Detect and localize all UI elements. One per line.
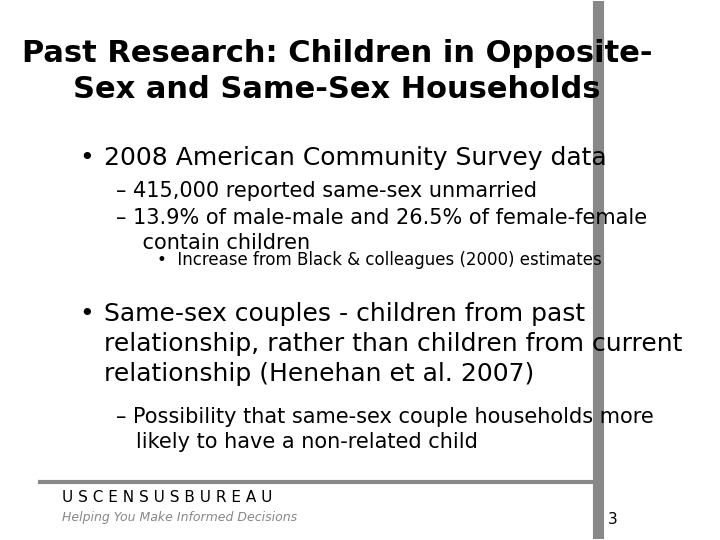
Text: •: •: [80, 146, 94, 171]
Text: U S C E N S U S B U R E A U: U S C E N S U S B U R E A U: [62, 490, 272, 505]
Text: – 13.9% of male-male and 26.5% of female-female
    contain children: – 13.9% of male-male and 26.5% of female…: [115, 208, 647, 253]
Text: 3: 3: [608, 512, 618, 526]
Text: Past Research: Children in Opposite-
Sex and Same-Sex Households: Past Research: Children in Opposite- Sex…: [22, 39, 652, 104]
Text: •: •: [80, 302, 94, 326]
Text: – Possibility that same-sex couple households more
   likely to have a non-relat: – Possibility that same-sex couple house…: [115, 407, 653, 452]
Text: – 415,000 reported same-sex unmarried: – 415,000 reported same-sex unmarried: [115, 181, 536, 201]
Text: Helping You Make Informed Decisions: Helping You Make Informed Decisions: [62, 511, 297, 524]
Text: •  Increase from Black & colleagues (2000) estimates: • Increase from Black & colleagues (2000…: [158, 251, 602, 269]
Text: Same-sex couples - children from past
relationship, rather than children from cu: Same-sex couples - children from past re…: [104, 302, 682, 386]
Text: 2008 American Community Survey data: 2008 American Community Survey data: [104, 146, 606, 171]
